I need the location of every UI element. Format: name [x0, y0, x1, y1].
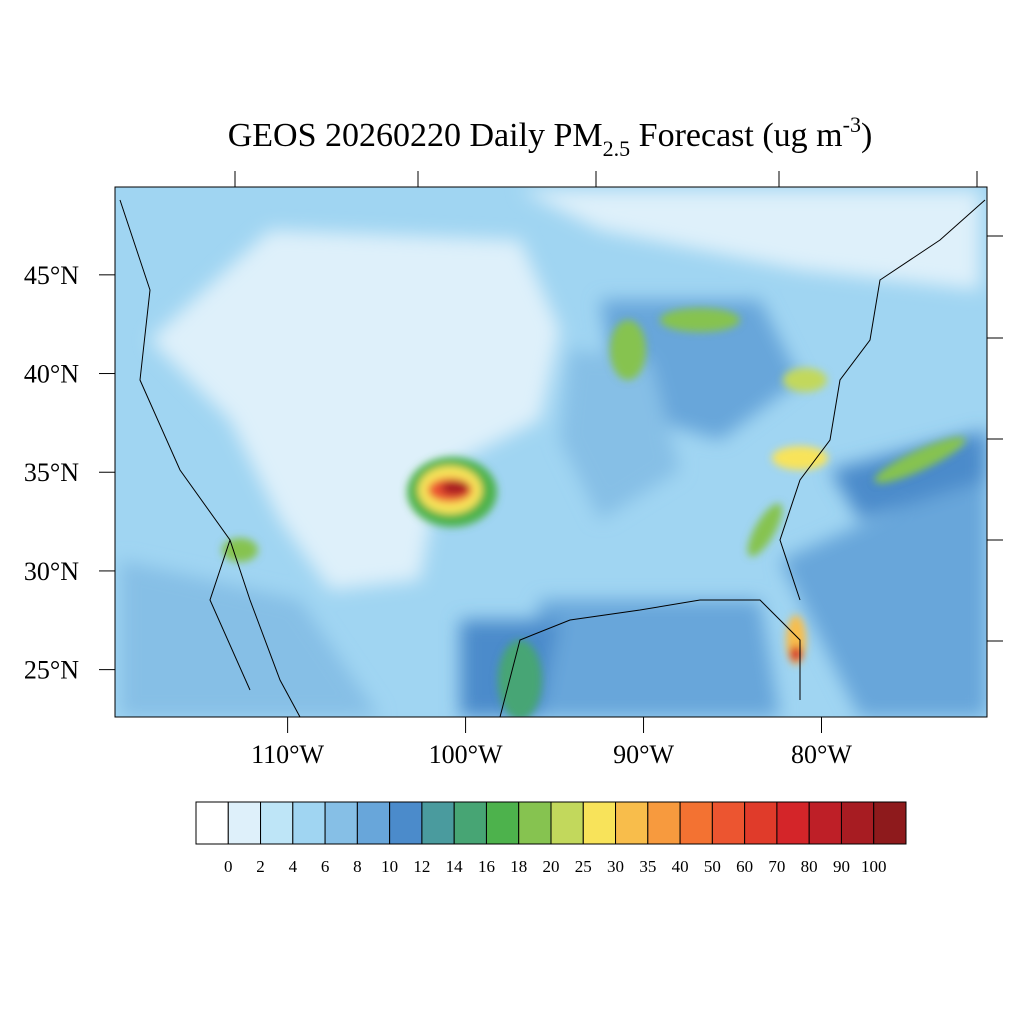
title-part: ): [861, 117, 872, 154]
y-tick-label: 35°N: [24, 458, 79, 487]
colorbar-label: 2: [256, 857, 265, 876]
colorbar-label: 70: [768, 857, 785, 876]
colorbar-label: 8: [353, 857, 362, 876]
colorbar-box: [582, 801, 617, 845]
colorbar-label: 60: [736, 857, 753, 876]
y-tick-label: 40°N: [24, 360, 79, 389]
y-tick-label: 45°N: [24, 261, 79, 290]
colorbar-box: [808, 801, 842, 845]
colorbar-box: [292, 801, 326, 845]
x-tick-label: 90°W: [613, 740, 674, 769]
colorbar-label: 6: [321, 857, 330, 876]
title: GEOS 20260220 Daily PM2.5 Forecast (ug m…: [228, 112, 873, 161]
colorbar-box: [840, 801, 875, 845]
colorbar-box: [453, 801, 487, 845]
colorbar-box: [421, 801, 455, 845]
colorbar-box: [744, 801, 778, 845]
colorbar-label: 0: [224, 857, 233, 876]
y-tick-label: 30°N: [24, 557, 79, 586]
colorbar: 0 2 4 6 8 10 12 14 16 18 20 25 30 35 40 50 60 70 80 90 100: [195, 801, 907, 876]
plot-frame: [114, 186, 988, 718]
colorbar-label: 12: [413, 857, 430, 876]
colorbar-label: 25: [575, 857, 592, 876]
colorbar-label: 4: [289, 857, 298, 876]
y-tick-label: 25°N: [24, 656, 79, 685]
colorbar-label: 80: [801, 857, 818, 876]
colorbar-box: [647, 801, 681, 845]
colorbar-label: 14: [446, 857, 464, 876]
colorbar-box: [518, 801, 552, 845]
colorbar-label: 10: [381, 857, 398, 876]
title-part: Forecast (ug m: [630, 117, 842, 154]
pm25-field: [115, 187, 987, 717]
colorbar-box: [389, 801, 423, 845]
colorbar-box: [324, 801, 358, 845]
colorbar-label: 40: [672, 857, 689, 876]
colorbar-box: [711, 801, 746, 845]
colorbar-label: 50: [704, 857, 721, 876]
colorbar-box: [776, 801, 810, 845]
colorbar-box: [679, 801, 713, 845]
axes: 110°W 100°W 90°W 80°W 25°N 30°N 35°N 40°N 45°N: [24, 261, 853, 769]
colorbar-box: [873, 801, 907, 845]
colorbar-box: [356, 801, 391, 845]
colorbar-label: 30: [607, 857, 624, 876]
colorbar-box: [615, 801, 649, 845]
colorbar-box: [227, 801, 262, 845]
colorbar-label: 35: [639, 857, 656, 876]
title-subscript: 2.5: [603, 136, 631, 161]
colorbar-label: 100: [861, 857, 887, 876]
colorbar-box: [550, 801, 584, 845]
title-superscript: -3: [843, 112, 861, 137]
title-part: GEOS 20260220 Daily PM: [228, 117, 603, 154]
x-tick-label: 80°W: [791, 740, 852, 769]
x-tick-label: 100°W: [429, 740, 503, 769]
colorbar-label: 20: [543, 857, 560, 876]
colorbar-label: 90: [833, 857, 850, 876]
x-tick-label: 110°W: [251, 740, 324, 769]
colorbar-box: [485, 801, 520, 845]
colorbar-box: [195, 801, 229, 845]
colorbar-box: [260, 801, 294, 845]
colorbar-label: 18: [510, 857, 527, 876]
colorbar-label: 16: [478, 857, 495, 876]
top-ticks: [234, 171, 1003, 642]
